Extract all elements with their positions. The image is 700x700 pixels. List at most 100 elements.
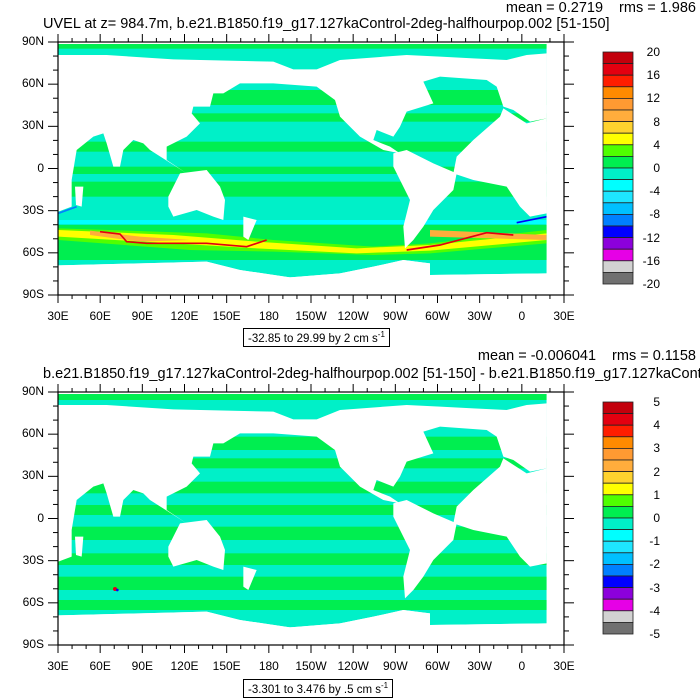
colorbar-label: -4 [649, 184, 660, 199]
y-tick-label: 60N [21, 426, 44, 441]
colorbar-box [602, 622, 634, 635]
panel1-contour-info: -32.85 to 29.99 by 2 cm s-1 [243, 328, 390, 347]
colorbar-label: 5 [653, 395, 660, 409]
y-tick-label: 30N [21, 468, 44, 483]
colorbar-box [602, 575, 634, 589]
colorbar-box [602, 517, 634, 531]
colorbar-label: 1 [653, 487, 660, 502]
x-tick-label: 150W [295, 309, 327, 323]
colorbar-label: -5 [649, 627, 660, 641]
x-tick-label: 0 [518, 309, 526, 323]
y-tick-label: 0 [37, 160, 44, 175]
panel1-mean: mean = 0.2719 [505, 0, 604, 16]
y-tick-label: 60N [21, 76, 44, 91]
colorbar-box [602, 121, 634, 134]
colorbar-box [602, 202, 634, 215]
x-tick-label: 0 [518, 659, 526, 673]
colorbar-box [602, 271, 634, 285]
colorbar-label: 0 [653, 161, 660, 175]
colorbar-box [602, 237, 634, 250]
colorbar-box [602, 540, 634, 554]
colorbar-box [602, 86, 634, 99]
colorbar-box [602, 63, 634, 76]
colorbar-label: -1 [649, 534, 660, 549]
colorbar-box [602, 529, 634, 542]
y-tick-label: 90S [22, 637, 44, 651]
x-tick-label: 60W [425, 659, 450, 673]
colorbar-box [602, 260, 634, 273]
x-tick-label: 90W [382, 659, 408, 673]
map-frame [57, 391, 565, 646]
colorbar-box [602, 213, 634, 227]
y-tick-label: 30N [21, 118, 44, 133]
colorbar-label: 2 [653, 464, 660, 479]
colorbar-label: 20 [646, 45, 660, 59]
colorbar-label: 3 [653, 441, 660, 456]
x-tick-label: 60E [89, 309, 111, 323]
x-tick-label: 30W [467, 659, 492, 673]
colorbar-label: 0 [653, 511, 660, 525]
panel2-contour-info: -3.301 to 3.476 by .5 cm s-1 [243, 679, 394, 698]
colorbar-box [602, 459, 634, 473]
colorbar-box [602, 155, 634, 169]
colorbar-box [602, 132, 634, 146]
panel1-rms: rms = 1.986 [619, 0, 696, 16]
x-tick-label: 30E [553, 309, 575, 323]
colorbar-box [602, 98, 634, 111]
colorbar-box [602, 436, 634, 449]
y-tick-label: 60S [22, 244, 44, 259]
panel2-stats: mean = -0.006041 rms = 0.1158 [478, 348, 696, 365]
x-tick-label: 180 [258, 309, 279, 323]
colorbar-box [602, 225, 634, 239]
colorbar-label: 12 [646, 91, 660, 106]
x-tick-label: 60E [89, 659, 111, 673]
panel2-rms: rms = 0.1158 [612, 348, 696, 364]
colorbar-label: -12 [642, 230, 660, 245]
map-frame [57, 41, 565, 296]
x-tick-label: 90W [382, 309, 408, 323]
x-tick-label: 150E [212, 659, 241, 673]
y-tick-label: 90N [21, 384, 44, 398]
x-tick-label: 90E [131, 309, 153, 323]
colorbar-label: -4 [649, 603, 660, 618]
x-tick-label: 30E [47, 659, 69, 673]
x-tick-label: 120W [337, 309, 369, 323]
colorbar-label: 8 [653, 114, 660, 129]
x-tick-label: 30E [47, 309, 69, 323]
colorbar-box [602, 248, 634, 262]
x-tick-label: 150W [295, 659, 327, 673]
panel1-title: UVEL at z= 984.7m, b.e21.B1850.f19_g17.1… [43, 16, 610, 32]
colorbar-box [602, 564, 634, 577]
x-tick-label: 90E [131, 659, 153, 673]
colorbar-box [602, 190, 634, 204]
colorbar-box [602, 167, 634, 181]
colorbar-box [602, 424, 634, 438]
panel2-mean: mean = -0.006041 [477, 348, 597, 364]
colorbar-box [602, 494, 634, 507]
y-tick-label: 30S [22, 202, 44, 217]
colorbar-box [602, 51, 634, 65]
x-tick-label: 150E [212, 309, 241, 323]
colorbar-label: -8 [649, 207, 660, 222]
colorbar-box [602, 401, 634, 415]
x-tick-label: 30E [553, 659, 575, 673]
x-tick-label: 60W [425, 309, 450, 323]
colorbar-box [602, 610, 634, 623]
colorbar-label: -2 [649, 557, 660, 572]
x-tick-label: 30W [467, 309, 492, 323]
colorbar-box [602, 179, 634, 192]
colorbar-box [602, 552, 634, 565]
x-tick-label: 120E [170, 309, 199, 323]
colorbar-label: -20 [642, 277, 660, 291]
x-tick-label: 120W [337, 659, 369, 673]
colorbar-box [602, 587, 634, 600]
x-tick-label: 180 [258, 659, 279, 673]
colorbar-box [602, 598, 634, 612]
colorbar-box [602, 471, 634, 484]
panel1-map [58, 44, 547, 295]
colorbar-label: 4 [653, 137, 660, 152]
colorbar-box [602, 144, 634, 157]
panel1-stats: mean = 0.2719 rms = 1.986 [506, 0, 696, 17]
y-tick-label: 90S [22, 287, 44, 301]
